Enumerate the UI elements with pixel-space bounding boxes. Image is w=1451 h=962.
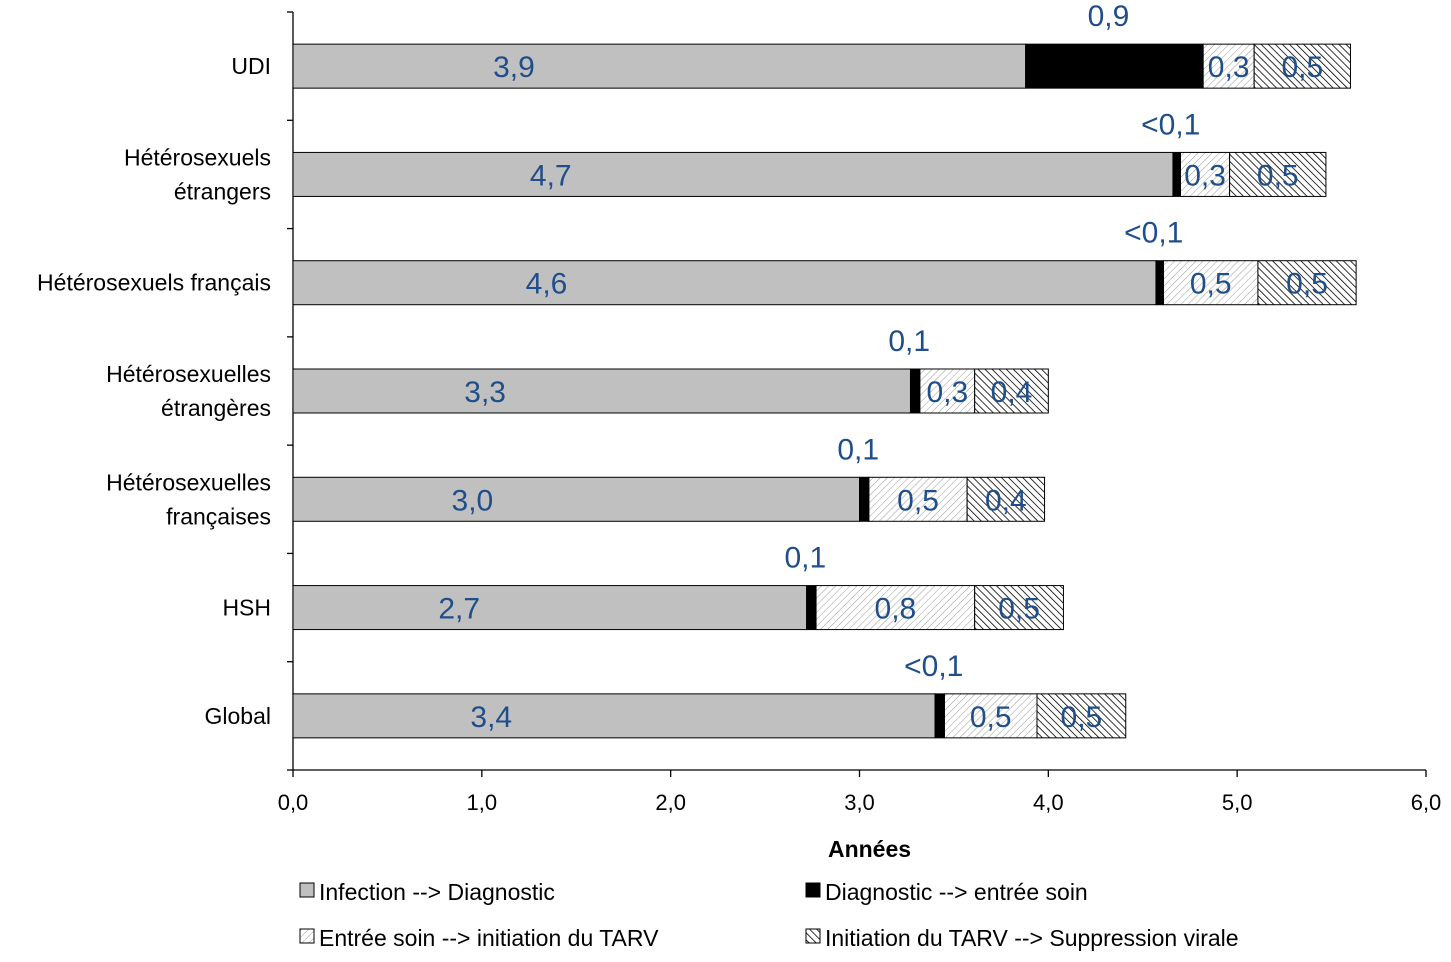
data-label: 0,5 — [1190, 268, 1232, 301]
bar-segment-2 — [1155, 260, 1165, 306]
bar-segment-1 — [292, 693, 936, 739]
category-label: Hétérosexuelles étrangères — [106, 361, 271, 421]
data-label: 3,0 — [452, 484, 494, 517]
data-label: <0,1 — [1141, 108, 1200, 141]
data-labels: 3,4<0,10,5 0,52,70,10,8 0,53,00,10,5 0,43,3… — [438, 0, 1328, 734]
legend-swatch — [299, 928, 315, 944]
legend-label: Initiation du TARV --> Suppression viral… — [825, 925, 1239, 951]
legend-label: Infection --> Diagnostic — [319, 879, 555, 905]
x-tick-label: 4,0 — [1033, 790, 1064, 815]
legend-label: Entrée soin --> initiation du TARV — [319, 925, 659, 951]
bar-segment-2 — [909, 368, 921, 414]
x-tick-label: 1,0 — [467, 790, 498, 815]
legend: Infection --> Diagnostic Diagnostic --> e… — [299, 879, 1239, 951]
legend-item: Infection --> Diagnostic — [299, 879, 555, 905]
data-label: 0,5 — [1257, 159, 1299, 192]
data-label: <0,1 — [1124, 217, 1183, 250]
data-label: 0,1 — [837, 433, 879, 466]
data-label: 2,7 — [438, 593, 480, 626]
x-tick-label: 0,0 — [278, 790, 309, 815]
bar-segment-4 — [974, 368, 1049, 414]
legend-swatch — [299, 882, 315, 898]
data-label: 0,5 — [998, 593, 1040, 626]
data-label: 0,5 — [1286, 268, 1328, 301]
data-label: 3,3 — [464, 376, 506, 409]
category-label: UDI — [231, 53, 271, 79]
legend-item: Initiation du TARV --> Suppression viral… — [805, 925, 1239, 951]
data-label: 3,9 — [493, 51, 535, 84]
data-label: 0,3 — [1184, 159, 1226, 192]
axes: 0,0 1,0 2,0 3,0 4,0 5,0 6,0 Années Global HSH Hété… — [37, 11, 1442, 862]
data-label: 0,8 — [875, 593, 917, 626]
data-label: 0,9 — [1088, 0, 1130, 33]
bar-segment-2 — [859, 476, 870, 522]
legend-label: Diagnostic --> entrée soin — [825, 879, 1088, 905]
bar-segment-2 — [1025, 43, 1204, 89]
bar-segment-1 — [292, 43, 1027, 89]
bar-segment-1 — [292, 260, 1157, 306]
bar-segment-4 — [966, 476, 1046, 522]
data-label: <0,1 — [904, 650, 963, 683]
bar-segment-3 — [1163, 260, 1259, 306]
x-axis-title: Années — [828, 836, 911, 862]
bar-segment-2 — [934, 693, 945, 739]
bar-segment-1 — [292, 585, 808, 631]
bar-segment-4 — [1257, 260, 1357, 306]
bar-segment-3 — [1202, 43, 1255, 89]
data-label: 3,4 — [470, 701, 512, 734]
data-label: 0,1 — [784, 542, 826, 575]
data-label: 0,5 — [1061, 701, 1103, 734]
legend-item: Diagnostic --> entrée soin — [805, 879, 1088, 905]
data-label: 0,5 — [897, 484, 939, 517]
data-label: 0,3 — [1208, 51, 1250, 84]
legend-item: Entrée soin --> initiation du TARV — [299, 925, 659, 951]
legend-swatch — [805, 928, 821, 944]
bar-segment-4 — [1253, 43, 1351, 89]
x-tick-label: 6,0 — [1411, 790, 1442, 815]
legend-swatch — [805, 882, 821, 898]
x-tick-label: 5,0 — [1222, 790, 1253, 815]
bar-segment-1 — [292, 151, 1174, 197]
x-tick-label: 2,0 — [655, 790, 686, 815]
bars — [292, 43, 1357, 739]
category-label: Hétérosexuelles françaises — [106, 469, 271, 529]
data-label: 0,5 — [970, 701, 1012, 734]
data-label: 0,3 — [926, 376, 968, 409]
data-label: 4,6 — [526, 268, 568, 301]
category-label: Global — [205, 703, 271, 729]
category-label: Hétérosexuels français — [37, 270, 271, 296]
bar-segment-1 — [292, 476, 860, 522]
bar-segment-4 — [1229, 151, 1327, 197]
data-label: 0,4 — [991, 376, 1033, 409]
bar-segment-4 — [1036, 693, 1127, 739]
category-label: HSH — [222, 595, 271, 621]
x-tick-label: 3,0 — [844, 790, 875, 815]
bar-segment-1 — [292, 368, 911, 414]
category-label: Hétérosexuels étrangers — [124, 144, 271, 204]
bar-segment-2 — [806, 585, 817, 631]
bar-segment-4 — [974, 585, 1064, 631]
bar-segment-2 — [1172, 151, 1182, 197]
data-label: 0,4 — [985, 484, 1027, 517]
bar-segment-3 — [1180, 151, 1231, 197]
data-label: 0,5 — [1281, 51, 1323, 84]
data-label: 0,1 — [888, 325, 930, 358]
bar-segment-3 — [815, 585, 976, 631]
data-label: 4,7 — [530, 159, 572, 192]
